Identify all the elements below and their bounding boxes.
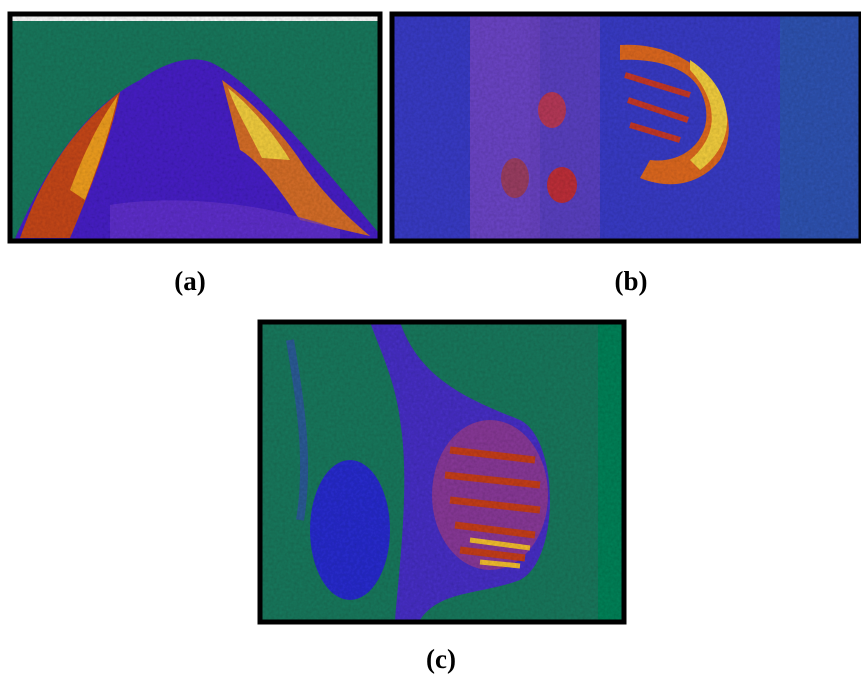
panel-b-image [392,14,861,241]
panel-a-image [10,14,380,241]
panel-label: (a) [150,266,230,297]
panel-label: (c) [401,644,481,675]
panel-label: (b) [591,266,671,297]
panel-c-image [260,322,624,622]
figure: (a) (b) (c) [0,0,861,678]
figure-images [0,0,861,678]
